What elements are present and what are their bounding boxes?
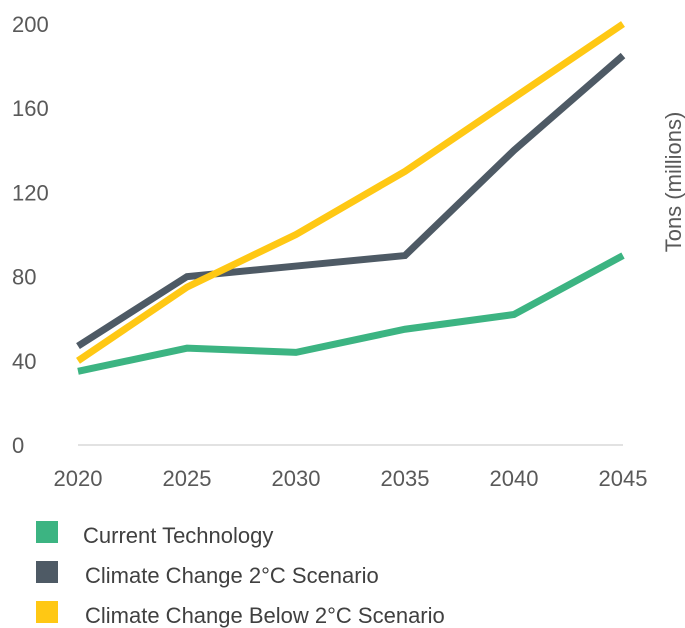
y-tick-label: 40 [12,349,36,374]
x-axis-ticks: 2020 2025 2030 2035 2040 2045 [54,466,648,491]
series-line-3 [76,21,625,364]
legend: Current Technology Climate Change 2°C Sce… [36,521,445,628]
y-tick-label: 200 [12,12,49,37]
legend-swatch [36,521,58,543]
legend-label: Climate Change 2°C Scenario [85,563,379,588]
legend-swatch [36,601,58,623]
legend-label: Current Technology [83,523,273,548]
legend-swatch [36,561,58,583]
y-tick-label: 0 [12,433,24,458]
x-tick-label: 2035 [381,466,430,491]
series-line-1 [77,252,625,375]
y-tick-label: 160 [12,96,49,121]
x-tick-label: 2025 [163,466,212,491]
x-tick-label: 2030 [272,466,321,491]
y-tick-label: 80 [12,265,36,290]
y-axis-ticks: 0 40 80 120 160 200 [12,12,49,458]
x-tick-label: 2040 [490,466,539,491]
x-tick-label: 2045 [599,466,648,491]
x-tick-label: 2020 [54,466,103,491]
series-lines [76,21,626,375]
series-line-2 [76,52,626,350]
y-axis-title: Tons (millions) [661,112,685,253]
legend-label: Climate Change Below 2°C Scenario [85,603,445,628]
y-tick-label: 120 [12,180,49,205]
